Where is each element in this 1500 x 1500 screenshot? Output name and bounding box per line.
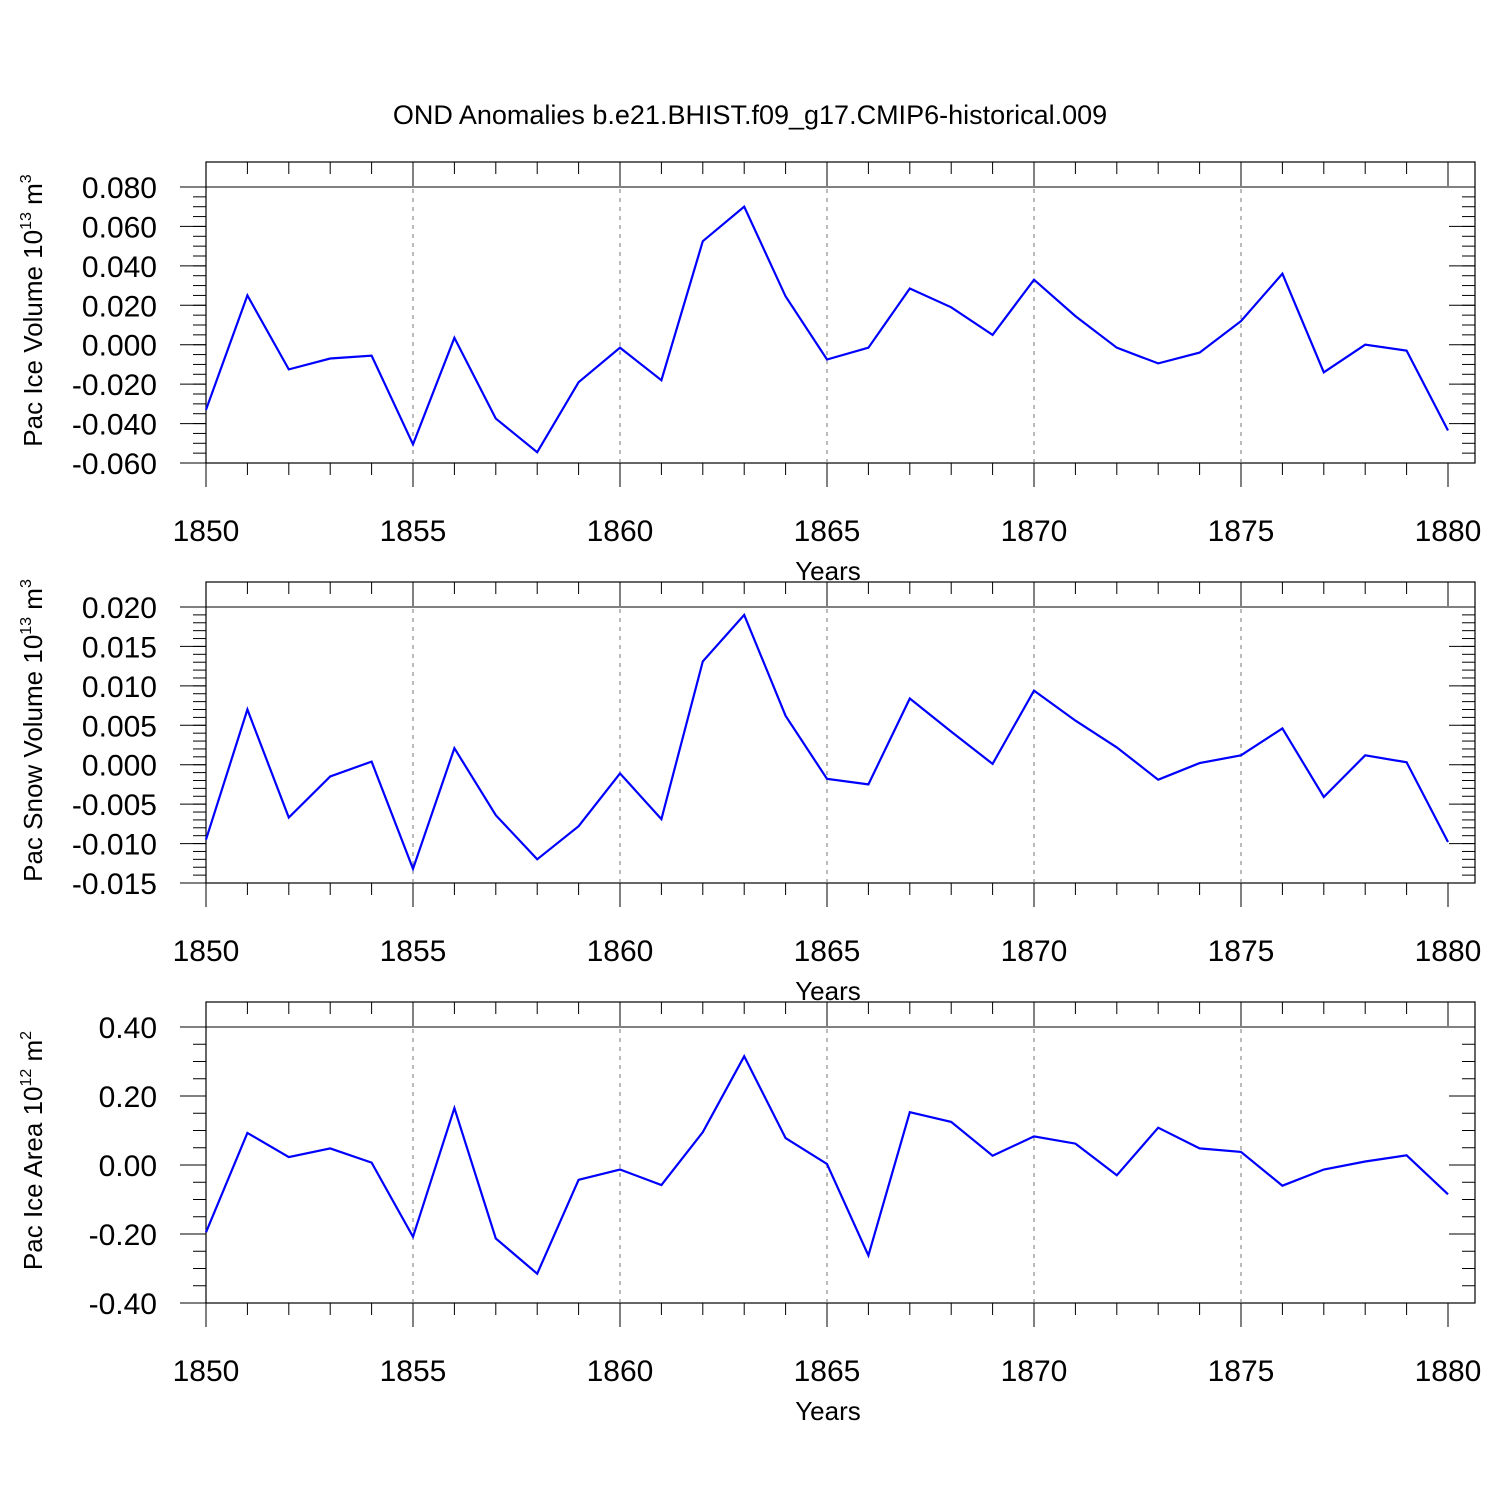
x-axis-title: Years (795, 976, 861, 1006)
y-axis-title: Pac Snow Volume 1013 m3 (18, 579, 48, 882)
x-tick-label: 1880 (1415, 515, 1482, 548)
x-tick-label: 1865 (794, 1355, 861, 1388)
x-tick-label: 1860 (587, 515, 654, 548)
x-tick-label: 1855 (380, 935, 447, 968)
x-tick-label: 1860 (587, 1355, 654, 1388)
x-tick-label: 1850 (173, 1355, 240, 1388)
y-tick-label: -0.040 (72, 409, 157, 442)
y-tick-label: 0.020 (82, 592, 157, 625)
y-tick-label: -0.005 (72, 789, 157, 822)
x-tick-label: 1860 (587, 935, 654, 968)
y-tick-label: -0.010 (72, 829, 157, 862)
x-tick-label: 1880 (1415, 1355, 1482, 1388)
x-axis-title: Years (795, 1396, 861, 1426)
series-line (204, 612, 1449, 873)
y-tick-label: -0.020 (72, 369, 157, 402)
y-tick-label: -0.015 (72, 868, 157, 901)
x-tick-label: 1855 (380, 515, 447, 548)
panel-3: -0.40 -0.20 0.00 0.20 0.40 1850 1855 1860 1865 18… (18, 1001, 1482, 1426)
y-tick-label: 0.010 (82, 671, 157, 704)
x-tick-label: 1870 (1001, 515, 1068, 548)
plot-frame (205, 161, 1476, 464)
x-tick-label: 1850 (173, 515, 240, 548)
x-tick-label: 1865 (794, 935, 861, 968)
x-tick-label: 1875 (1208, 1355, 1275, 1388)
y-tick-label: 0.080 (82, 172, 157, 205)
series-line (204, 204, 1449, 454)
plot-frame (205, 1001, 1476, 1304)
y-tick-label: 0.015 (82, 631, 157, 664)
x-tick-label: 1870 (1001, 935, 1068, 968)
x-tick-label: 1850 (173, 935, 240, 968)
x-tick-label: 1870 (1001, 1355, 1068, 1388)
panel-2: -0.015 -0.010 -0.005 0.000 0.005 0.010 0.015 0.… (18, 579, 1481, 1006)
y-tick-label: 0.40 (99, 1012, 157, 1045)
y-tick-label: -0.20 (89, 1219, 157, 1252)
x-axis-title: Years (795, 556, 861, 586)
y-tick-label: 0.00 (99, 1150, 157, 1183)
y-tick-label: 0.20 (99, 1081, 157, 1114)
x-tick-label: 1855 (380, 1355, 447, 1388)
y-tick-label: -0.40 (89, 1288, 157, 1321)
figure-title: OND Anomalies b.e21.BHIST.f09_g17.CMIP6-… (393, 100, 1107, 130)
x-tick-label: 1875 (1208, 935, 1275, 968)
y-tick-label: 0.040 (82, 251, 157, 284)
y-tick-label: 0.005 (82, 710, 157, 743)
y-axis-title: Pac Ice Area 1012 m2 (18, 1031, 48, 1270)
y-tick-label: 0.020 (82, 290, 157, 323)
series-line (204, 1053, 1449, 1276)
y-tick-label: 0.000 (82, 750, 157, 783)
y-tick-label: -0.060 (72, 448, 157, 481)
y-tick-label: 0.000 (82, 330, 157, 363)
x-tick-label: 1875 (1208, 515, 1275, 548)
panel-1: -0.060 -0.040 -0.020 0.000 0.020 0.040 0.060 0.… (18, 161, 1482, 586)
x-tick-label: 1865 (794, 515, 861, 548)
y-tick-label: 0.060 (82, 211, 157, 244)
x-tick-label: 1880 (1415, 935, 1482, 968)
y-axis-title: Pac Ice Volume 1013 m3 (18, 174, 48, 447)
